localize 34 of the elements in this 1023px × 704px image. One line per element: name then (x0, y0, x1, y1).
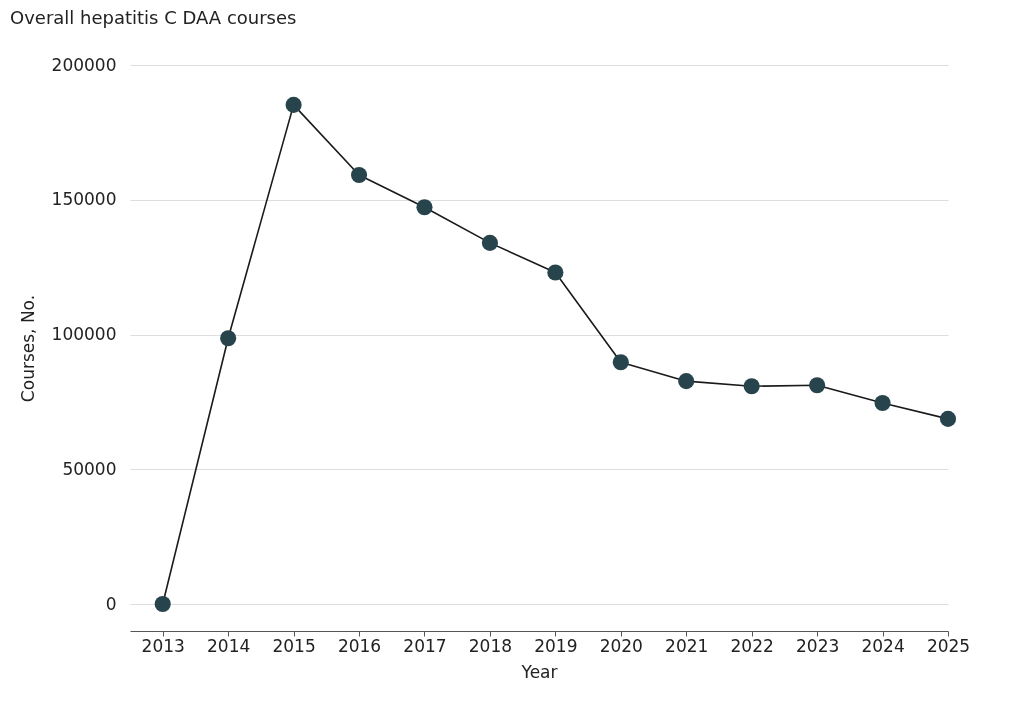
point (547, 264, 564, 281)
x-tick-label: 2020 (599, 635, 643, 656)
x-tick-label: 2019 (534, 635, 578, 656)
x-tick-label: 2014 (207, 635, 251, 656)
x-tick-label: 2018 (468, 635, 513, 656)
y-tick-label: 0 (105, 593, 117, 614)
point (416, 199, 433, 216)
point (809, 377, 826, 394)
y-tick-label: 150000 (51, 189, 117, 210)
point (939, 410, 957, 427)
x-tick-label: 2023 (795, 635, 840, 656)
x-axis-title: Year (520, 661, 558, 682)
point (678, 373, 695, 390)
y-tick-label: 200000 (51, 54, 117, 75)
chart-title: Overall hepatitis C DAA courses (10, 7, 297, 28)
point (350, 166, 368, 184)
point (874, 394, 891, 412)
point (481, 234, 498, 251)
point (285, 96, 302, 113)
x-tick-label: 2024 (861, 635, 905, 656)
x-tick-label: 2013 (141, 635, 185, 656)
x-tick-label: 2016 (337, 635, 382, 656)
y-axis-title: Courses, No. (17, 294, 38, 403)
x-tick-label: 2015 (272, 635, 316, 656)
point (220, 330, 237, 347)
x-tick-label: 2017 (403, 635, 447, 656)
point (743, 378, 760, 395)
x-tick-label: 2021 (665, 635, 709, 656)
y-tick-label: 50000 (62, 458, 117, 479)
point (612, 354, 629, 371)
x-tick-label: 2022 (730, 635, 774, 656)
point (154, 596, 171, 613)
x-tick-label: 2025 (926, 635, 971, 656)
y-tick-label: 100000 (51, 324, 117, 345)
